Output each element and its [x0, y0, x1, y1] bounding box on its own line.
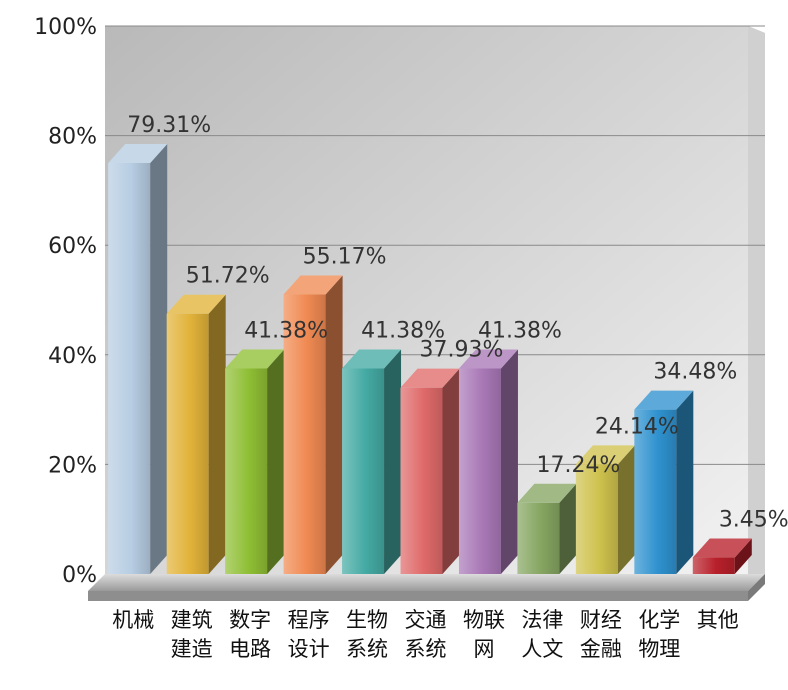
x-tick-label: 财经: [580, 608, 622, 632]
bar-front: [166, 313, 209, 574]
data-label: 51.72%: [186, 264, 270, 289]
bar-side: [559, 483, 577, 574]
bar-front: [283, 294, 326, 574]
bar-side: [734, 538, 752, 574]
data-label: 17.24%: [536, 453, 620, 478]
plot-wall-side: [748, 26, 765, 581]
x-tick-label: 其他: [697, 608, 739, 632]
bar: [575, 445, 635, 574]
bar-front: [342, 368, 385, 574]
bar-front: [400, 387, 443, 574]
bar: [400, 368, 460, 574]
data-label: 34.48%: [653, 360, 737, 385]
data-label: 41.38%: [244, 319, 328, 344]
bar-top: [108, 144, 168, 163]
bar-side: [150, 144, 168, 574]
bar-front: [634, 409, 677, 574]
x-tick-label: 人文: [521, 637, 563, 661]
x-tick-label: 交通: [405, 608, 447, 632]
bar: [166, 294, 226, 574]
bar-top: [342, 349, 402, 369]
bar-side: [676, 390, 694, 574]
data-label: 41.38%: [478, 319, 562, 344]
bar-front: [692, 557, 735, 574]
data-label: 55.17%: [303, 245, 387, 270]
bar-top: [400, 368, 460, 388]
x-tick-label: 设计: [288, 637, 330, 661]
data-label: 37.93%: [420, 338, 504, 363]
bar-front: [225, 368, 268, 574]
bar: [692, 538, 752, 574]
x-tick-label: 网: [473, 637, 494, 661]
x-tick-label: 物联: [463, 608, 505, 632]
y-tick-label: 0%: [62, 563, 97, 588]
bar-top: [458, 349, 518, 369]
bar-side: [267, 349, 285, 574]
bar-side: [208, 294, 226, 574]
x-tick-label: 程序: [288, 608, 330, 632]
x-tick-label: 机械: [112, 608, 154, 632]
bar-top: [692, 538, 752, 558]
y-tick-label: 20%: [48, 453, 97, 478]
bar: [283, 275, 343, 574]
bar-side: [500, 349, 518, 574]
x-tick-label: 建造: [171, 637, 213, 661]
bar-top: [575, 445, 635, 465]
bar-side: [442, 368, 460, 574]
bar-top: [517, 483, 577, 503]
data-label: 41.38%: [361, 319, 445, 344]
bar-top: [283, 275, 343, 295]
y-tick-label: 80%: [48, 125, 97, 150]
y-tick-label: 40%: [48, 344, 97, 369]
x-tick-label: 数字: [229, 608, 271, 632]
x-tick-label: 化学: [638, 608, 680, 632]
bar: [458, 349, 518, 574]
data-label: 24.14%: [595, 414, 679, 439]
bar-front: [108, 163, 151, 574]
bar-front: [517, 502, 560, 574]
x-tick-label: 法律: [521, 608, 563, 632]
x-tick-label: 系统: [346, 637, 388, 661]
plot-floor-side: [748, 574, 765, 601]
plot-floor: [88, 574, 765, 591]
plot-floor-front: [88, 591, 748, 601]
x-tick-label: 电路: [229, 637, 271, 661]
y-tick-label: 100%: [34, 15, 97, 40]
bar: [225, 349, 285, 574]
bar: [634, 390, 694, 574]
x-tick-label: 物理: [638, 637, 680, 661]
bar-top: [225, 349, 285, 369]
data-label: 79.31%: [127, 113, 211, 138]
x-tick-label: 系统: [405, 637, 447, 661]
bar-side: [325, 275, 343, 574]
bar: [342, 349, 402, 574]
bar-front: [575, 464, 618, 574]
bar-front: [458, 368, 501, 574]
bar-side: [384, 349, 402, 574]
bar-top: [634, 390, 694, 410]
bar: [517, 483, 577, 574]
x-tick-label: 生物: [346, 608, 388, 632]
x-tick-label: 建筑: [171, 608, 213, 632]
y-tick-label: 60%: [48, 234, 97, 259]
bar-top: [166, 294, 226, 314]
data-label: 3.45%: [719, 508, 788, 533]
bar-side: [617, 445, 635, 574]
bar: [108, 144, 168, 574]
x-tick-label: 金融: [580, 637, 622, 661]
